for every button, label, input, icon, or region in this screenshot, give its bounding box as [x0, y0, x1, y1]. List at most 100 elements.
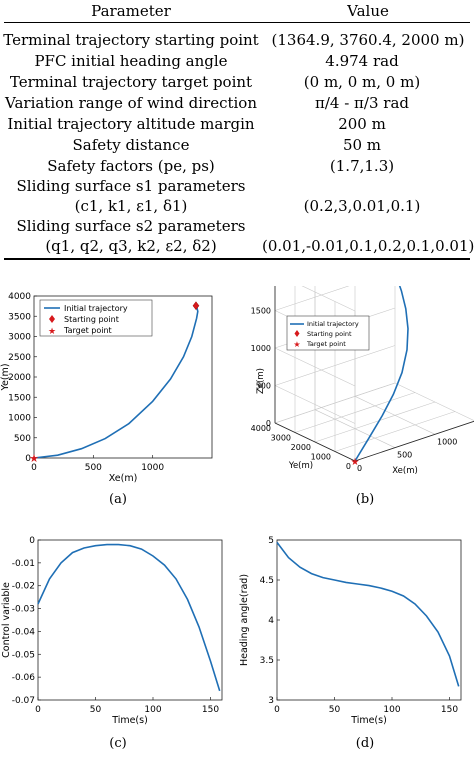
y-tick-label: 500 [14, 434, 31, 444]
series-line [354, 286, 409, 462]
row-param: Sliding surface s2 parameters [16, 217, 246, 235]
row-param: Terminal trajectory starting point [3, 31, 259, 49]
row-param: Terminal trajectory target point [9, 73, 253, 91]
x-tick-label: 50 [90, 705, 102, 715]
x-axis-label: Xe(m) [392, 466, 418, 476]
x-tick-label: 0 [31, 463, 37, 473]
z-tick-label: 0 [266, 419, 271, 428]
row-param: Safety distance [72, 136, 190, 154]
z-tick-label: 1500 [251, 307, 271, 316]
y-tick-label: 1500 [8, 393, 31, 403]
caption-b: (b) [355, 492, 375, 507]
chart-c-control-variable: 0 50 100 150 0 -0.01 -0.02 -0.03 -0.04 -0.05 -0.06… [1, 536, 223, 726]
legend-label: Initial trajectory [64, 304, 128, 313]
y-axis-label: Control variable [1, 582, 12, 658]
x-tick-label: 0 [274, 705, 280, 715]
y-tick-label: -0.03 [12, 605, 35, 615]
plot-frame [37, 539, 223, 701]
y-tick-label: 5 [268, 536, 274, 546]
legend-label: Starting point [64, 315, 119, 324]
z-tick-label: 1000 [251, 344, 271, 353]
legend-label: Starting point [307, 330, 352, 338]
y-tick-label: 4 [268, 616, 274, 626]
y-axis-label: Ye(m) [288, 461, 313, 471]
header-parameter: Parameter [91, 2, 171, 20]
x-tick-label: 0 [357, 464, 362, 473]
legend-diamond-swatch [49, 315, 55, 323]
y-tick-label: 4.5 [260, 576, 274, 586]
row-value: (0.2,3,0.01,0.1) [303, 197, 421, 215]
row-value: (1.7,1.3) [329, 157, 395, 175]
y-axis-label: Heading angle(rad) [239, 574, 250, 666]
legend-star-swatch: ★ [48, 327, 56, 337]
table-rule [4, 22, 470, 23]
y-tick-label: -0.05 [12, 650, 35, 660]
series-line [276, 541, 460, 687]
chart-b-trajectory-3d: 0500100015002000010002000300040000500100… [251, 286, 474, 476]
y-tick-label: -0.07 [12, 696, 35, 706]
z-axis-label: Ze(m) [256, 368, 266, 394]
y-tick-label: 3 [268, 696, 274, 706]
y-tick-label: 1000 [311, 453, 331, 462]
row-value: (0 m, 0 m, 0 m) [303, 73, 421, 91]
chart-a-trajectory-2d: 0 500 1000 0 500 1000 1500 2000 2500 3000 3500 4000… [0, 292, 213, 484]
x-tick-label: 150 [441, 705, 458, 715]
legend-box [286, 315, 370, 351]
starting-point-marker [192, 301, 200, 311]
row-value: (0.01,-0.01,0.1,0.2,0.1,0.01) [262, 237, 474, 255]
legend-label: Target point [306, 340, 346, 348]
row-value: 4.974 rad [325, 52, 399, 70]
caption-d: (d) [355, 736, 375, 751]
row-value: π/4 - π/3 rad [315, 94, 409, 112]
y-axis [274, 422, 356, 462]
y-axis-label: Ye(m) [0, 363, 11, 391]
row-param: Sliding surface s1 parameters [16, 177, 246, 195]
x-tick-label: 50 [329, 705, 341, 715]
y-tick-label: 2000 [291, 443, 311, 452]
y-tick-label: -0.06 [12, 673, 36, 683]
row-param: Safety factors (pe, ps) [47, 157, 215, 175]
x-tick-label: 0 [35, 705, 41, 715]
x-tick-label: 100 [144, 705, 161, 715]
series-line [33, 303, 199, 459]
header-value: Value [347, 2, 389, 20]
row-param-sub: (c1, k1, ε1, δ1) [74, 197, 188, 215]
grid-line [274, 382, 396, 424]
table-bottom-rule [4, 258, 470, 260]
y-tick-label: 4000 [8, 292, 31, 302]
y-tick-label: 3000 [8, 333, 31, 343]
row-value: (1364.9, 3760.4, 2000 m) [271, 31, 465, 49]
row-param: Variation range of wind direction [5, 94, 257, 112]
grid-line [314, 401, 436, 443]
row-param: PFC initial heading angle [34, 52, 228, 70]
row-param: Initial trajectory altitude margin [7, 115, 255, 133]
row-param-sub: (q1, q2, q3, k2, ε2, δ2) [45, 237, 217, 255]
y-tick-label: 0 [25, 454, 31, 464]
legend-diamond-swatch [294, 330, 300, 337]
y-tick-label: -0.01 [12, 559, 35, 569]
y-tick-label: -0.04 [12, 627, 36, 637]
target-point-marker: ★ [351, 457, 360, 468]
x-tick-label: 100 [383, 705, 400, 715]
parameter-table: Parameter Value Terminal trajectory star… [0, 0, 474, 262]
y-tick-label: 0 [29, 536, 35, 546]
y-tick-label: 1000 [8, 414, 31, 424]
x-tick-label: 150 [202, 705, 219, 715]
target-point-marker: ★ [29, 452, 39, 465]
x-tick-label: 1000 [141, 463, 164, 473]
plot-frame [276, 539, 462, 701]
x-axis-label: Xe(m) [109, 473, 138, 484]
grid-line [334, 411, 456, 452]
series-line [37, 543, 221, 692]
x-tick-label: 1000 [437, 437, 457, 446]
y-tick-label: 3000 [271, 434, 291, 443]
caption-a: (a) [109, 492, 127, 507]
y-tick-label: -0.02 [12, 582, 35, 592]
x-axis-label: Time(s) [350, 715, 387, 726]
y-tick-label: 2000 [8, 373, 31, 383]
x-tick-label: 500 [85, 463, 102, 473]
x-axis-label: Time(s) [111, 715, 148, 726]
y-tick-label: 4000 [251, 424, 271, 433]
legend-label: Target point [63, 326, 112, 335]
row-value: 200 m [338, 115, 386, 133]
